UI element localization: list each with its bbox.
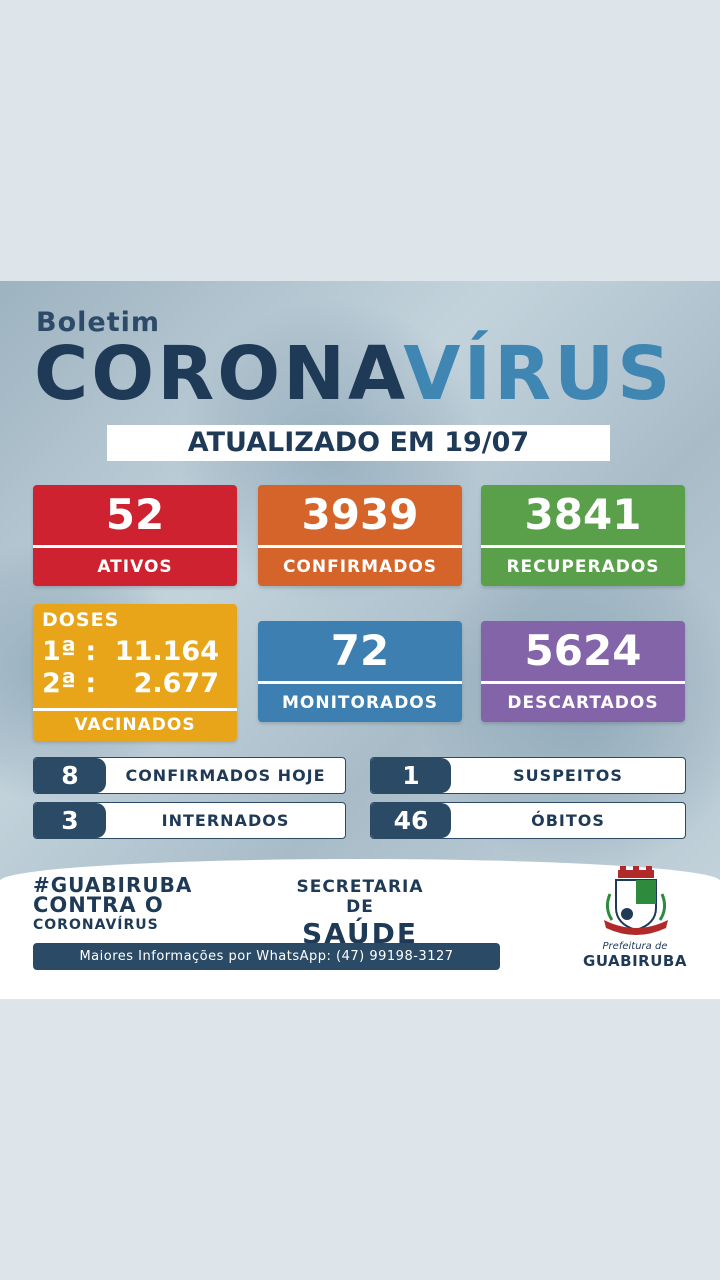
bulletin-poster: Boletim CORONAVÍRUS ATUALIZADO EM 19/07 …	[0, 281, 720, 999]
pill-suspeitos: 1 SUSPEITOS	[370, 757, 686, 794]
divider	[33, 708, 237, 711]
pill-value: 8	[34, 758, 106, 793]
updated-date-banner: ATUALIZADO EM 19/07	[107, 425, 610, 461]
pill-label: SUSPEITOS	[513, 766, 623, 785]
coat-of-arms-icon	[604, 866, 668, 935]
divider	[481, 681, 685, 684]
stat-value: 5624	[524, 626, 642, 675]
first-dose-label: 1ª :	[42, 636, 97, 667]
first-dose-value: 11.164	[114, 636, 219, 667]
pill-confirmados-hoje: 8 CONFIRMADOS HOJE	[33, 757, 346, 794]
footer: #GUABIRUBA CONTRA O CORONAVÍRUS SECRETAR…	[0, 859, 720, 999]
hashtag-text: #GUABIRUBA	[33, 873, 193, 897]
doses-heading: DOSES	[42, 609, 120, 631]
secretaria-label: SECRETARIA DE	[296, 877, 424, 917]
stat-value: 72	[330, 626, 390, 675]
pill-value: 46	[371, 803, 451, 838]
second-dose-label: 2ª :	[42, 668, 97, 699]
contra-text: CONTRA O	[33, 893, 164, 917]
stat-value: 3841	[524, 490, 642, 539]
page-title: CORONAVÍRUS	[34, 331, 673, 417]
secretaria-saude: SECRETARIA DE SAÚDE	[280, 877, 440, 951]
doses-label: VACINADOS	[74, 715, 196, 735]
whatsapp-info: Maiores Informações por WhatsApp: (47) 9…	[33, 943, 500, 970]
boletim-kicker: Boletim	[36, 307, 160, 338]
stat-value: 3939	[301, 490, 419, 539]
stat-label: DESCARTADOS	[507, 693, 659, 713]
divider	[481, 545, 685, 548]
stat-card-confirmados: 3939 CONFIRMADOS	[258, 485, 462, 586]
stat-label: ATIVOS	[97, 557, 173, 577]
stat-label: RECUPERADOS	[506, 557, 660, 577]
divider	[258, 681, 462, 684]
pill-internados: 3 INTERNADOS	[33, 802, 346, 839]
pill-value: 1	[371, 758, 451, 793]
stat-card-descartados: 5624 DESCARTADOS	[481, 621, 685, 722]
stat-card-recuperados: 3841 RECUPERADOS	[481, 485, 685, 586]
pill-label: ÓBITOS	[531, 811, 605, 830]
prefeitura-text: Prefeitura de	[602, 941, 668, 952]
prefeitura-label: Prefeitura de GUABIRUBA	[570, 941, 700, 970]
stat-label: CONFIRMADOS	[282, 557, 438, 577]
pill-label: INTERNADOS	[161, 811, 290, 830]
stat-card-ativos: 52 ATIVOS	[33, 485, 237, 586]
pill-value: 3	[34, 803, 106, 838]
stat-value: 52	[105, 490, 165, 539]
pill-obitos: 46 ÓBITOS	[370, 802, 686, 839]
title-virus: VÍRUS	[403, 331, 674, 417]
title-corona: CORONA	[34, 331, 404, 417]
stat-card-monitorados: 72 MONITORADOS	[258, 621, 462, 722]
city-name: GUABIRUBA	[583, 952, 687, 970]
doses-card: DOSES 1ª : 11.164 2ª : 2.677 VACINADOS	[33, 604, 237, 741]
stat-label: MONITORADOS	[281, 693, 439, 713]
divider	[33, 545, 237, 548]
campaign-hashtag: #GUABIRUBA CONTRA O CORONAVÍRUS	[33, 875, 192, 935]
second-dose-value: 2.677	[133, 668, 219, 699]
divider	[258, 545, 462, 548]
coronavirus-text: CORONAVÍRUS	[33, 917, 159, 933]
pill-label: CONFIRMADOS HOJE	[125, 766, 326, 785]
